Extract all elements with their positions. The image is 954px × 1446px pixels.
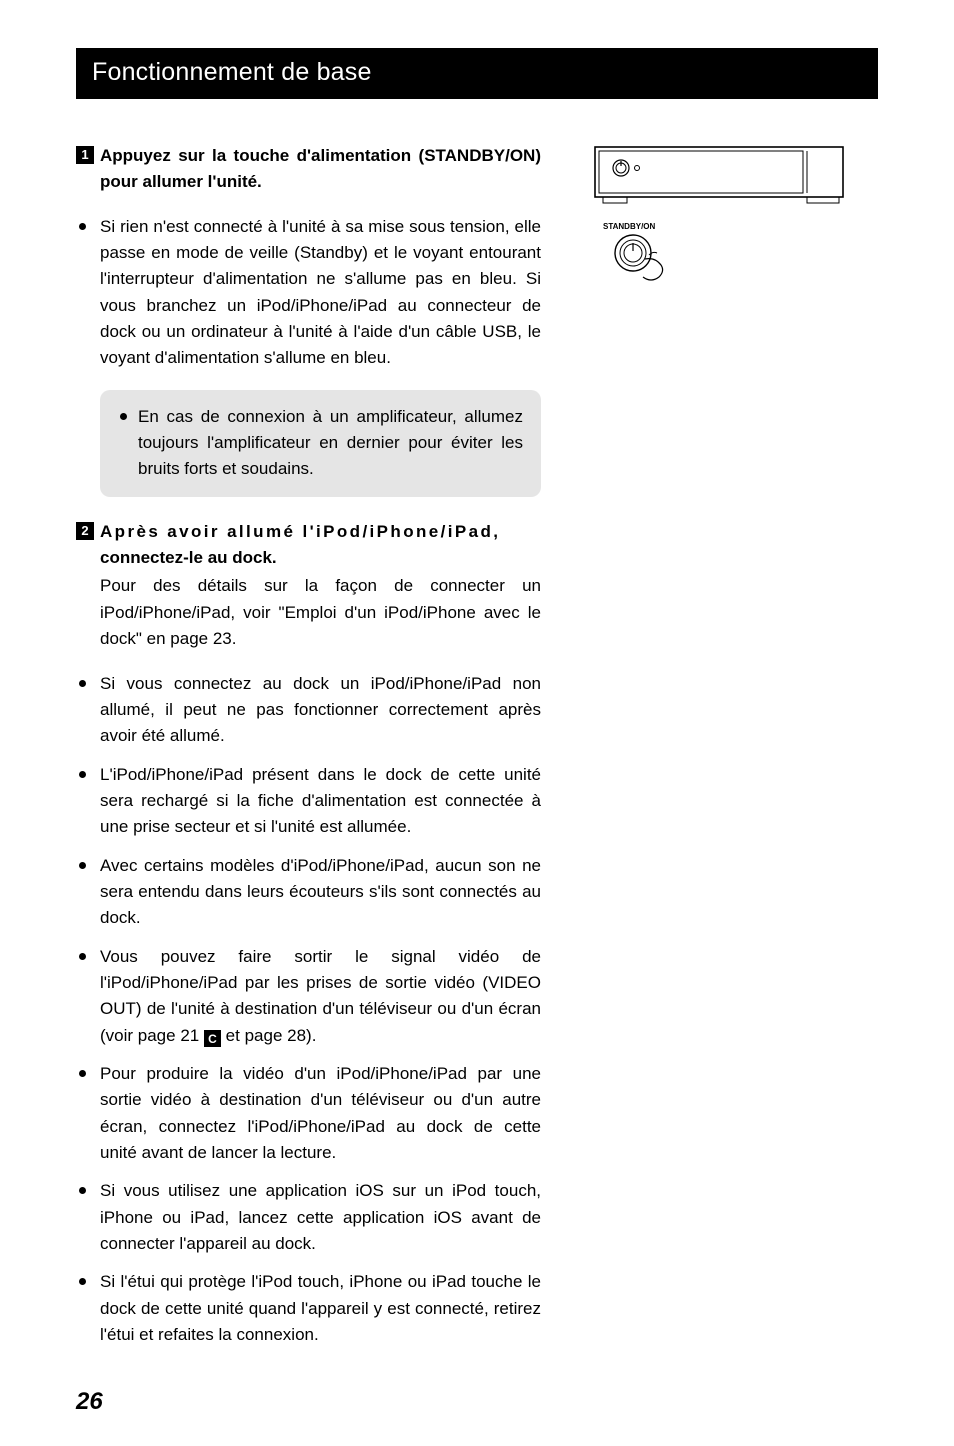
page-number: 26 <box>76 1388 878 1416</box>
step-2-number-box: 2 <box>76 522 94 540</box>
step-2-bullet-1: Si vous connectez au dock un iPod/iPhone… <box>76 671 541 750</box>
step-2: 2 Après avoir allumé l'iPod/iPhone/iPad,… <box>76 519 541 653</box>
step-2-bullet-2: L'iPod/iPhone/iPad présent dans le dock … <box>76 762 541 841</box>
step-2-body: Pour des détails sur la façon de connect… <box>100 573 541 652</box>
step-2-bullet-video-pre: Vous pouvez faire sortir le signal vidéo… <box>100 947 541 1045</box>
step-2-title-line1: Après avoir allumé l'iPod/iPhone/iPad, <box>100 522 500 541</box>
diagram-label-text: STANDBY/ON <box>603 222 656 231</box>
step-2-bullet-5: Pour produire la vidéo d'un iPod/iPhone/… <box>76 1061 541 1166</box>
step-2-bullets: Si vous connectez au dock un iPod/iPhone… <box>76 671 541 1349</box>
step-2-bullet-3: Avec certains modèles d'iPod/iPhone/iPad… <box>76 853 541 932</box>
step-2-heading: 2 Après avoir allumé l'iPod/iPhone/iPad,… <box>76 519 541 572</box>
section-title-text: Fonctionnement de base <box>92 58 372 86</box>
step-1: 1 Appuyez sur la touche d'alimentation (… <box>76 143 541 196</box>
right-column: STANDBY/ON <box>589 143 878 1360</box>
content-columns: 1 Appuyez sur la touche d'alimentation (… <box>76 143 878 1360</box>
step-1-title: Appuyez sur la touche d'alimentation (ST… <box>100 143 541 196</box>
step-2-title-line2: connectez-le au dock. <box>100 548 277 567</box>
step-1-note-text: En cas de connexion à un amplificateur, … <box>118 404 523 483</box>
step-2-bullet-video: Vous pouvez faire sortir le signal vidéo… <box>76 944 541 1049</box>
step-1-number-box: 1 <box>76 146 94 164</box>
step-1-heading: 1 Appuyez sur la touche d'alimentation (… <box>76 143 541 196</box>
step-2-bullet-7: Si l'étui qui protège l'iPod touch, iPho… <box>76 1269 541 1348</box>
step-2-bullet-6: Si vous utilisez une application iOS sur… <box>76 1178 541 1257</box>
device-svg: STANDBY/ON <box>589 143 849 303</box>
step-2-bullet-video-post: et page 28). <box>221 1026 316 1045</box>
manual-page: Fonctionnement de base 1 Appuyez sur la … <box>0 0 954 1446</box>
step-2-title: Après avoir allumé l'iPod/iPhone/iPad, c… <box>100 519 541 572</box>
inline-ref-box: C <box>204 1030 221 1047</box>
step-1-bullets: Si rien n'est connecté à l'unité à sa mi… <box>76 214 541 372</box>
device-diagram: STANDBY/ON <box>589 143 849 308</box>
section-title-bar: Fonctionnement de base <box>76 48 878 99</box>
step-1-note-box: En cas de connexion à un amplificateur, … <box>100 390 541 497</box>
left-column: 1 Appuyez sur la touche d'alimentation (… <box>76 143 541 1360</box>
step-1-bullet-1: Si rien n'est connecté à l'unité à sa mi… <box>76 214 541 372</box>
